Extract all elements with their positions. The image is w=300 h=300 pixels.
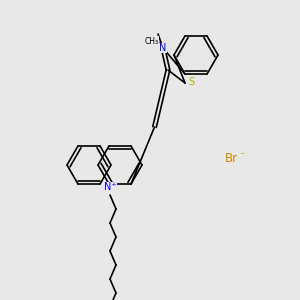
Text: N⁺: N⁺ — [104, 182, 116, 192]
Text: Br: Br — [225, 152, 238, 164]
Text: ⁻: ⁻ — [239, 151, 244, 161]
Text: S: S — [188, 77, 194, 87]
Text: CH₃: CH₃ — [145, 37, 159, 46]
Text: N: N — [159, 43, 167, 53]
